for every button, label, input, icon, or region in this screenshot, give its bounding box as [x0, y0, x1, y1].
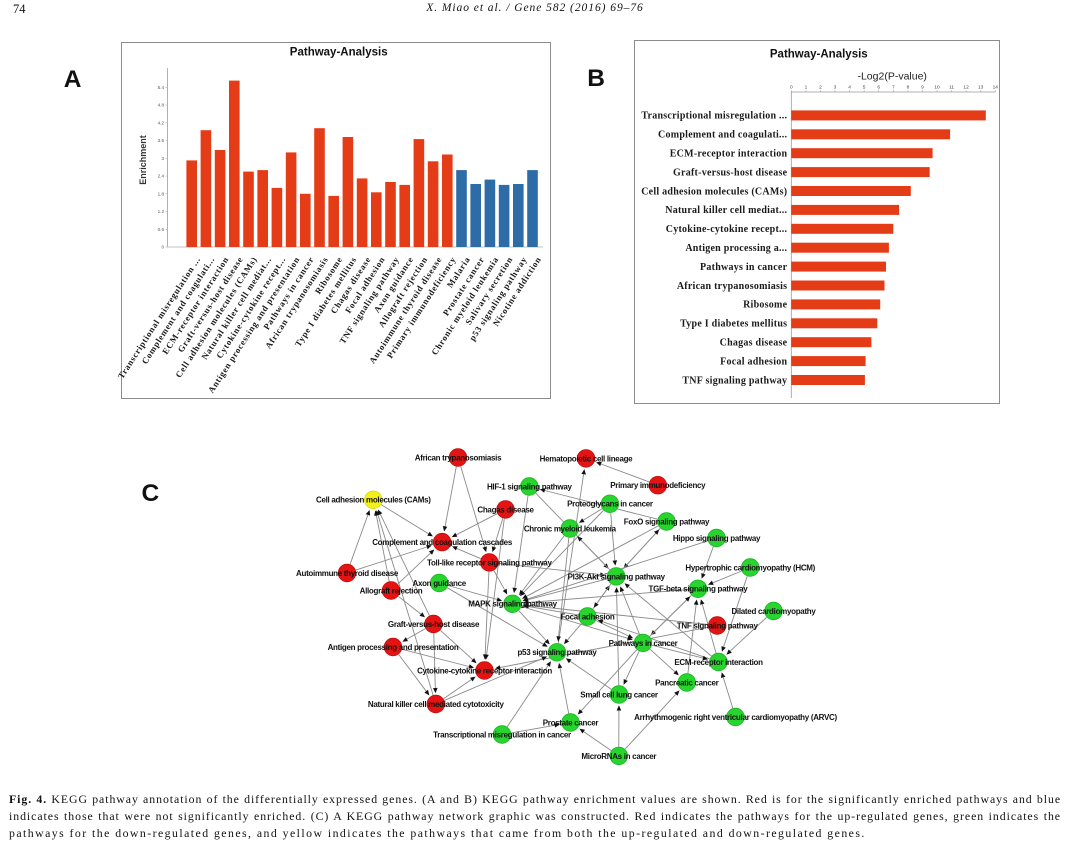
svg-text:5: 5 [863, 85, 866, 91]
svg-text:9: 9 [921, 85, 924, 91]
svg-text:Graft-versus-host disease: Graft-versus-host disease [673, 167, 788, 178]
svg-text:Focal adhesion: Focal adhesion [560, 612, 614, 621]
svg-text:Enrichment: Enrichment [138, 135, 148, 185]
svg-text:TGF-beta signaling pathway: TGF-beta signaling pathway [649, 585, 749, 594]
svg-text:4.2: 4.2 [158, 120, 165, 125]
svg-text:Chronic myeloid leukemia: Chronic myeloid leukemia [524, 524, 617, 533]
svg-text:10: 10 [934, 85, 940, 91]
svg-text:TNF signaling pathway: TNF signaling pathway [677, 621, 759, 630]
svg-text:3.6: 3.6 [158, 138, 165, 143]
svg-text:Pancreatic cancer: Pancreatic cancer [655, 678, 719, 687]
svg-text:MicroRNAs in cancer: MicroRNAs in cancer [581, 752, 656, 761]
svg-text:Dilated cardiomyopathy: Dilated cardiomyopathy [731, 607, 816, 616]
svg-text:3: 3 [834, 85, 837, 91]
svg-text:Proteoglycans in cancer: Proteoglycans in cancer [567, 500, 653, 509]
svg-text:Hematopoietic cell lineage: Hematopoietic cell lineage [540, 454, 634, 463]
svg-text:5.4: 5.4 [158, 85, 165, 90]
svg-text:Ribosome: Ribosome [743, 300, 788, 311]
svg-text:Pathways in cancer: Pathways in cancer [700, 262, 788, 273]
svg-text:11: 11 [949, 85, 954, 91]
svg-text:Cytokine-cytokine receptor int: Cytokine-cytokine receptor interaction [417, 666, 552, 675]
svg-text:Small cell lung cancer: Small cell lung cancer [580, 690, 658, 699]
svg-text:12: 12 [963, 85, 969, 91]
svg-text:African trypanosomiasis: African trypanosomiasis [677, 281, 787, 292]
svg-text:3: 3 [161, 156, 164, 161]
svg-text:TNF signaling pathway: TNF signaling pathway [682, 375, 787, 386]
svg-text:Transcriptional misregulation: Transcriptional misregulation in cancer [433, 730, 571, 739]
svg-text:ECM-receptor interaction: ECM-receptor interaction [670, 149, 788, 160]
svg-text:p53 signaling pathway: p53 signaling pathway [517, 648, 597, 657]
svg-text:Prostate cancer: Prostate cancer [543, 718, 599, 727]
svg-text:Hippo signaling pathway: Hippo signaling pathway [673, 534, 761, 543]
svg-text:Focal adhesion: Focal adhesion [720, 356, 787, 367]
svg-text:Cell adhesion molecules (CAMs): Cell adhesion molecules (CAMs) [316, 496, 431, 505]
svg-text:Pathways in cancer: Pathways in cancer [609, 639, 678, 648]
svg-text:2: 2 [819, 85, 822, 91]
svg-text:Complement and coagulation cas: Complement and coagulation cascades [372, 538, 513, 547]
svg-text:Chagas disease: Chagas disease [477, 505, 534, 514]
svg-text:Antigen processing and present: Antigen processing and presentation [328, 643, 459, 652]
svg-text:PI3K-Akt signaling pathway: PI3K-Akt signaling pathway [568, 572, 666, 581]
svg-text:MAPK signaling pathway: MAPK signaling pathway [468, 600, 557, 609]
svg-text:8: 8 [907, 85, 910, 91]
svg-text:Cytokine-cytokine recept...: Cytokine-cytokine recept... [666, 224, 788, 235]
svg-text:0: 0 [161, 245, 164, 250]
svg-text:Complement and coagulati...: Complement and coagulati... [658, 130, 788, 141]
svg-text:Type I diabetes mellitus: Type I diabetes mellitus [680, 319, 787, 330]
svg-text:Antigen processing a...: Antigen processing a... [685, 243, 787, 254]
svg-text:1.2: 1.2 [158, 209, 165, 214]
svg-text:Primary immunodeficiency: Primary immunodeficiency [610, 481, 706, 490]
svg-text:Toll-like receptor signaling p: Toll-like receptor signaling pathway [427, 558, 552, 567]
svg-text:Pathway-Analysis: Pathway-Analysis [290, 47, 388, 59]
svg-text:7: 7 [892, 85, 895, 91]
svg-text:Transcriptional misregulation: Transcriptional misregulation ... [641, 111, 787, 122]
svg-text:1.8: 1.8 [158, 191, 165, 196]
svg-text:4.8: 4.8 [158, 103, 165, 108]
svg-text:Natural killer cell mediat...: Natural killer cell mediat... [665, 205, 787, 216]
svg-text:Cell adhesion molecules (CAMs): Cell adhesion molecules (CAMs) [641, 186, 787, 197]
svg-text:13: 13 [978, 85, 984, 91]
svg-text:Allograft rejection: Allograft rejection [360, 586, 423, 595]
svg-text:0: 0 [790, 85, 793, 91]
svg-text:0.6: 0.6 [158, 227, 165, 232]
svg-text:ECM-receptor interaction: ECM-receptor interaction [674, 658, 763, 667]
svg-text:Natural killer cell mediated c: Natural killer cell mediated cytotoxicit… [368, 700, 505, 709]
svg-text:FoxO signaling pathway: FoxO signaling pathway [624, 517, 710, 526]
svg-text:Hypertrophic cardiomyopathy (H: Hypertrophic cardiomyopathy (HCM) [685, 563, 815, 572]
svg-text:Chagas disease: Chagas disease [720, 338, 788, 349]
svg-text:African trypanosomiasis: African trypanosomiasis [415, 453, 502, 462]
svg-text:6: 6 [877, 85, 880, 91]
svg-text:Autoimmune thyroid disease: Autoimmune thyroid disease [296, 569, 399, 578]
svg-text:2.4: 2.4 [158, 174, 165, 179]
svg-text:-Log2(P-value): -Log2(P-value) [857, 71, 926, 83]
svg-text:Pathway-Analysis: Pathway-Analysis [770, 49, 868, 61]
svg-text:HIF-1 signaling pathway: HIF-1 signaling pathway [487, 482, 573, 491]
svg-text:4: 4 [848, 85, 851, 91]
svg-text:Arrhythmogenic right ventricul: Arrhythmogenic right ventricular cardiom… [634, 713, 837, 722]
svg-text:Axon guidance: Axon guidance [412, 579, 466, 588]
svg-text:1: 1 [805, 85, 808, 91]
svg-text:14: 14 [993, 85, 999, 91]
svg-text:Graft-versus-host disease: Graft-versus-host disease [388, 620, 480, 629]
